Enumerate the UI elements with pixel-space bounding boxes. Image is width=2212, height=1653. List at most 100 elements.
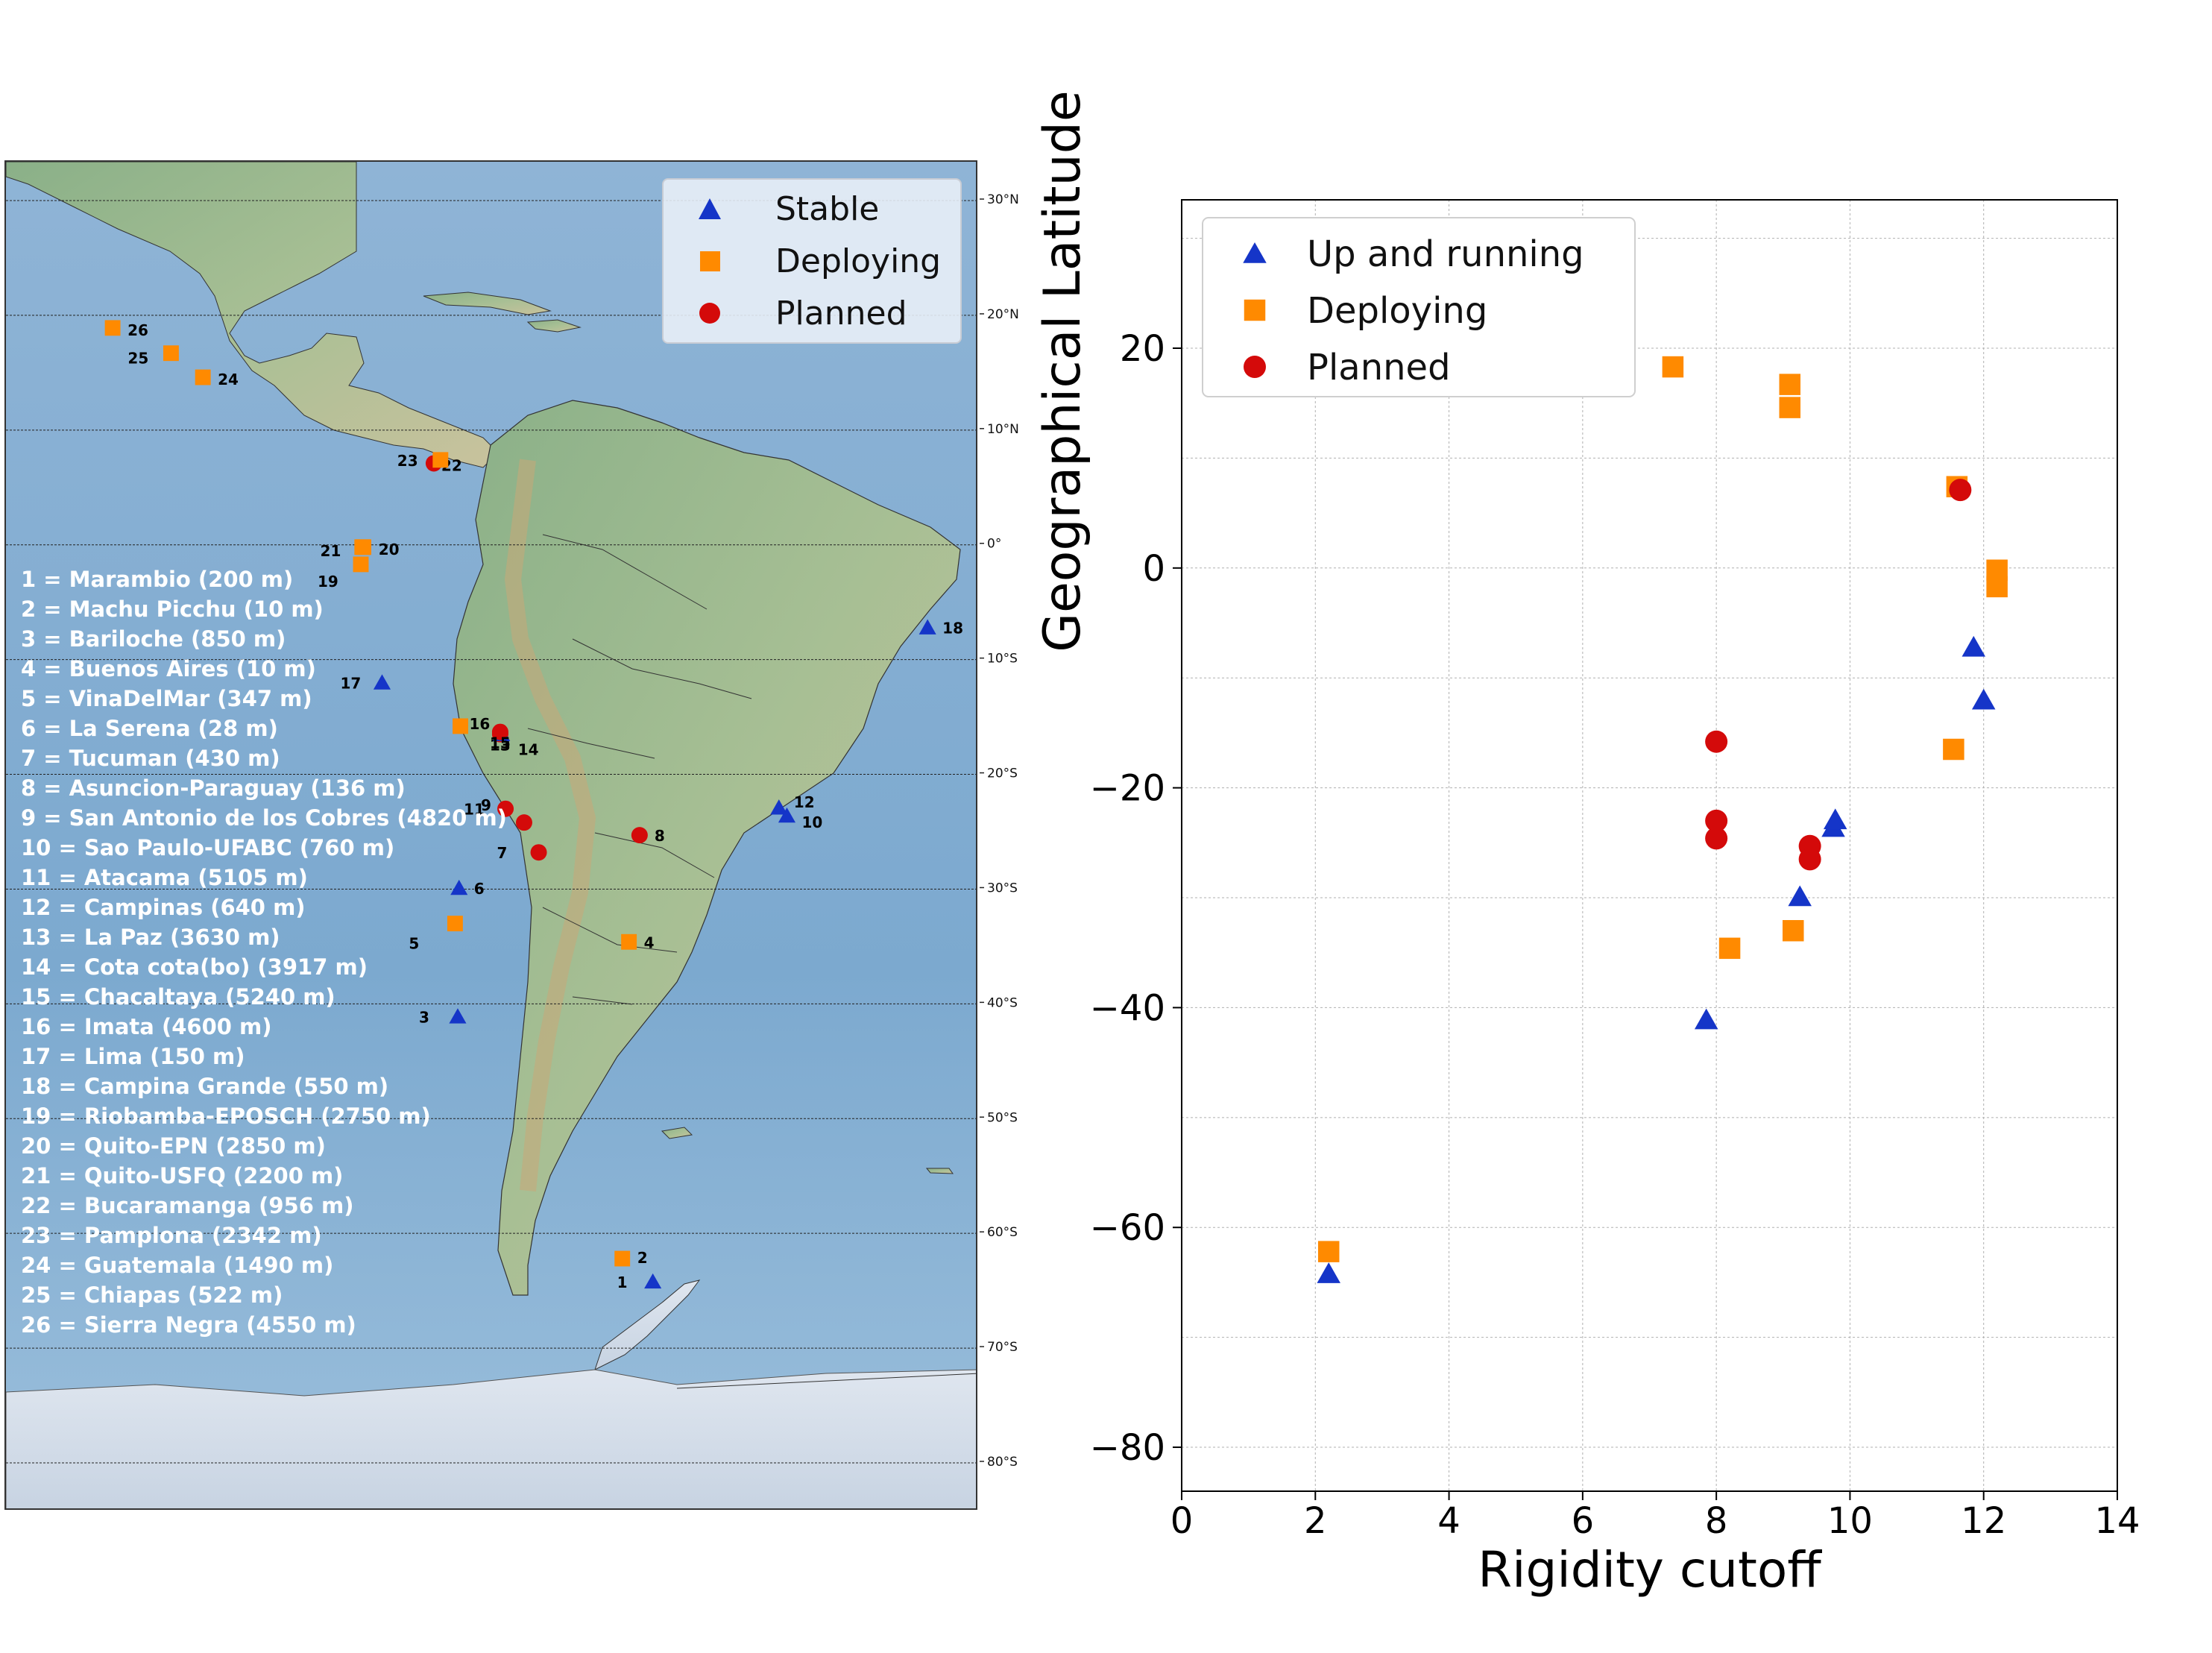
map-site-marker-stable (644, 1273, 662, 1289)
map-site-marker-planned (497, 800, 514, 817)
y-tick-label: −60 (1090, 1207, 1165, 1249)
country-borders (527, 534, 752, 1005)
series-square (1317, 356, 2008, 1262)
x-tick-label: 10 (1827, 1500, 1873, 1542)
x-axis-label: Rigidity cutoff (1478, 1541, 1822, 1599)
site-list-item: 7 = Tucuman (430 m) (21, 746, 280, 771)
latitude-label: 30°S (987, 881, 1018, 895)
chart-legend: Up and running Deploying Planned (1202, 217, 1636, 397)
y-tick-label: −80 (1090, 1427, 1165, 1469)
data-point (1694, 1008, 1718, 1030)
data-point (1705, 730, 1728, 753)
map-site-label: 15 (490, 734, 511, 752)
map-site-marker-stable (373, 674, 391, 690)
site-list-item: 19 = Riobamba-EPOSCH (2750 m) (21, 1103, 431, 1129)
data-point (1779, 374, 1800, 395)
series-triangle (1317, 635, 1996, 1283)
map-site-label: 21 (321, 542, 341, 560)
latitude-label: 30°N (987, 192, 1019, 207)
site-list-item: 25 = Chiapas (522 m) (21, 1282, 283, 1308)
south-georgia-island (925, 1168, 954, 1174)
map-legend-label: Stable (775, 190, 880, 228)
site-list-item: 22 = Bucaramanga (956 m) (21, 1193, 354, 1218)
latitude-label: 40°S (987, 995, 1018, 1010)
latitude-label: 50°S (987, 1110, 1018, 1125)
x-tick-label: 2 (1304, 1500, 1327, 1542)
map-site-label: 23 (397, 452, 418, 470)
falkland-islands (661, 1127, 693, 1139)
map-site-label: 16 (470, 715, 491, 733)
map-site-marker-deploying (432, 452, 449, 468)
map-site-marker-stable (450, 879, 468, 895)
map-site-label: 1 (617, 1273, 628, 1291)
legend-marker-icon (1244, 356, 1266, 378)
map-site-label: 3 (419, 1008, 429, 1026)
site-list-item: 16 = Imata (4600 m) (21, 1014, 272, 1039)
circle-marker-icon (699, 303, 720, 324)
site-list-item: 17 = Lima (150 m) (21, 1044, 245, 1069)
y-tick-label: −20 (1090, 768, 1165, 810)
site-list-item: 11 = Atacama (5105 m) (21, 865, 308, 890)
data-point (1705, 809, 1728, 832)
data-point (1949, 479, 1972, 502)
map-panel: 1 2 3 4 5 6 7 8 9 10 11 12 13 14 15 16 17 18 19 20 21 22 23 24 2… (4, 160, 977, 1510)
map-legend-item-deploying: Deploying (664, 238, 960, 283)
map-site-label: 14 (518, 741, 539, 759)
site-list-item: 14 = Cota cota(bo) (3917 m) (21, 954, 368, 980)
map-legend-item-planned: Planned (664, 290, 960, 335)
site-list-item: 12 = Campinas (640 m) (21, 895, 306, 920)
map-site-marker-deploying (621, 933, 637, 950)
x-tick-label: 0 (1170, 1500, 1194, 1542)
data-point (1779, 397, 1800, 418)
y-tick-label: −40 (1090, 987, 1165, 1029)
site-list-item: 23 = Pamplona (2342 m) (21, 1223, 322, 1248)
latitude-label: 80°S (987, 1455, 1018, 1470)
y-tick-label: 0 (1142, 548, 1165, 590)
site-list: 1 = Marambio (200 m) 2 = Machu Picchu (10… (21, 564, 507, 1340)
map-site-marker-deploying (447, 916, 463, 932)
scatter-chart: 0 2 4 6 8 10 12 14 20 0 −20 −40 −60 −80 Rigidity cutof… (1033, 90, 2140, 1599)
map-site-marker-deploying (353, 556, 369, 573)
cuba-island (423, 292, 552, 315)
north-america-landmass (6, 162, 499, 468)
y-axis-label: Geographical Latitude (1033, 90, 1092, 652)
data-point (1788, 885, 1812, 907)
site-list-item: 18 = Campina Grande (550 m) (21, 1074, 389, 1099)
map-site-label: 26 (127, 321, 148, 339)
map-site-label: 2 (637, 1249, 648, 1267)
map-site-marker-deploying (163, 345, 179, 362)
map-legend: Stable Deploying Planned (662, 178, 962, 344)
site-list-item: 21 = Quito-USFQ (2200 m) (21, 1163, 344, 1188)
map-site-label: 18 (942, 620, 963, 637)
legend-box (1202, 217, 1636, 397)
square-marker-icon (700, 251, 720, 271)
map-site-label: 12 (794, 793, 815, 811)
map-site-label: 25 (127, 350, 148, 368)
antarctica (6, 1369, 976, 1508)
latitude-label: 20°S (987, 766, 1018, 781)
map-site-label: 4 (644, 933, 655, 951)
map-site-marker-deploying (614, 1250, 631, 1267)
map-site-marker-stable (918, 619, 936, 635)
legend-label: Deploying (1307, 290, 1487, 332)
map-site-label: 7 (497, 844, 508, 862)
antarctic-peninsula (594, 1279, 701, 1370)
map-site-label: 19 (318, 573, 338, 591)
site-list-item: 1 = Marambio (200 m) (21, 567, 294, 592)
site-list-item: 5 = VinaDelMar (347 m) (21, 686, 312, 711)
x-tick-label: 6 (1572, 1500, 1595, 1542)
site-list-item: 9 = San Antonio de los Cobres (4820 m) (21, 805, 507, 831)
map-site-marker-deploying (453, 718, 468, 734)
data-point (1962, 635, 1986, 657)
legend-label: Up and running (1307, 233, 1584, 275)
data-point (1718, 937, 1741, 960)
antarctic-boundary-line (676, 1373, 976, 1389)
site-list-item: 3 = Bariloche (850 m) (21, 626, 286, 652)
map-site-label: 11 (464, 801, 485, 819)
site-list-item: 24 = Guatemala (1490 m) (21, 1253, 334, 1278)
map-site-label: 24 (218, 371, 239, 388)
triangle-marker-icon (699, 198, 721, 219)
map-site-marker-deploying (104, 320, 121, 336)
latitude-label: 60°S (987, 1225, 1018, 1240)
latitude-label: 0° (987, 537, 1001, 552)
